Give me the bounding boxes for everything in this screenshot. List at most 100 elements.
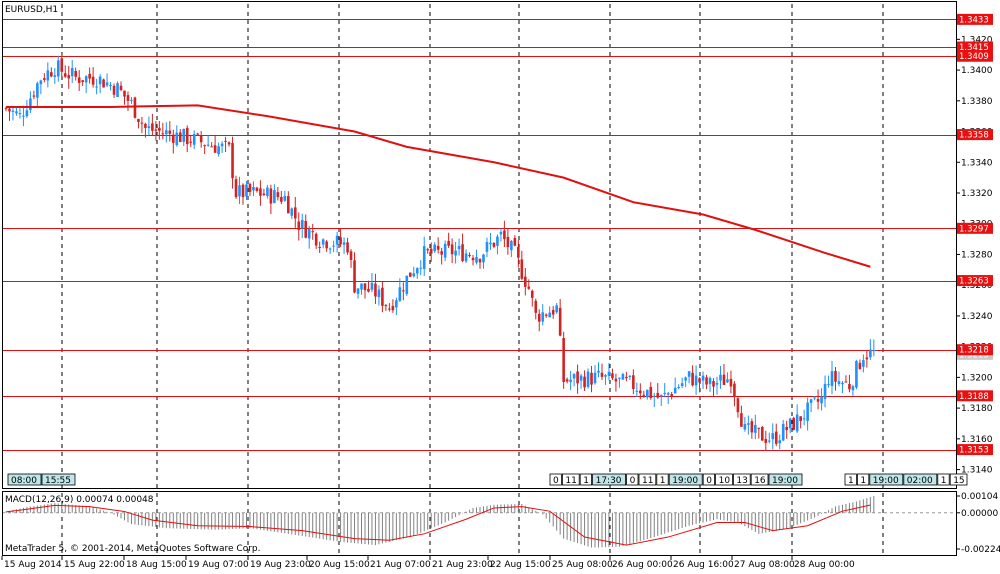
candle-body [429,248,433,254]
period-label-box[interactable] [549,473,562,486]
candle-body [231,143,234,179]
candle-body [213,145,217,153]
period-label-box[interactable] [844,473,857,486]
candle-body [649,386,653,398]
level-price-tag: 1.3433 [959,15,989,25]
candle-body [196,133,199,135]
period-label-box[interactable] [562,473,580,486]
candle-body [569,379,572,382]
candle-body [307,228,311,239]
candle-body [147,126,151,128]
symbol-label: EURUSD,H1 [5,5,58,15]
candle-body [234,179,238,198]
candle-body [199,135,203,143]
time-tick-label: 15 Aug 2014 [4,560,62,570]
candle-body [666,393,670,395]
candle-body [46,70,50,81]
candle-body [353,260,356,293]
period-label-box[interactable] [656,473,669,486]
time-tick-label: 22 Aug 15:00 [490,560,551,570]
period-label: 1 [583,476,589,486]
candle-body [381,287,384,306]
candle-body [154,129,158,131]
period-label-box[interactable] [579,473,593,486]
candle-body [189,141,193,143]
candle-body [607,371,611,376]
level-price-tag: 1.3188 [959,392,989,402]
candle-body [475,257,478,263]
candle-body [809,399,813,403]
price-tick-label: 1.3420 [961,35,993,45]
candle-body [841,382,844,385]
candle-body [788,418,792,429]
candle-body [461,244,464,261]
candle-body [715,382,719,385]
period-label-box[interactable] [949,473,968,486]
candle-body [625,376,628,379]
candle-body [677,386,680,388]
candle-body [259,188,262,196]
period-label-box[interactable] [733,473,751,486]
candle-body [182,128,186,142]
level-price-tag-bg [957,444,993,456]
candle-body [534,300,538,313]
period-label-box[interactable] [768,473,803,486]
candle-body [687,371,691,377]
candle-body [645,389,649,398]
period-label: 17:30 [596,476,622,486]
period-label-box[interactable] [7,473,42,486]
candle-body [701,375,705,381]
level-price-tag-bg [957,129,993,141]
candle-body [705,377,708,385]
period-label-box[interactable] [668,473,703,486]
period-label-box[interactable] [592,473,626,486]
candle-body [733,383,736,397]
candle-body [572,374,576,379]
candle-body [628,375,632,377]
price-tick-label: 1.3380 [961,97,993,107]
candle-body [227,142,231,145]
candle-body [321,239,325,245]
period-label-box[interactable] [857,473,870,486]
candle-body [761,426,764,441]
candle-body [391,305,395,311]
macd-indicator [2,496,956,548]
candle-body [109,85,112,87]
candle-body [792,417,795,430]
candle-body [754,424,757,433]
candle-body [77,77,81,84]
period-label-box[interactable] [702,473,716,486]
candle-body [266,187,269,197]
candle-body [426,249,430,251]
candle-body [541,312,545,322]
candle-body [747,423,750,425]
horizontal-levels[interactable] [2,19,956,451]
period-label-box[interactable] [903,473,938,486]
candle-body [53,75,57,77]
period-label-box[interactable] [750,473,769,486]
candle-body [537,313,541,322]
candle-body [133,97,137,118]
period-label-box[interactable] [41,473,76,486]
period-label: 0 [706,476,712,486]
period-label-box[interactable] [638,473,657,486]
candle-body [586,371,590,387]
period-label-box[interactable] [869,473,904,486]
candle-body [499,232,503,235]
candle-body [471,257,475,261]
candle-body [11,110,15,112]
candle-body [126,95,130,101]
candle-body [276,192,280,198]
candle-body [332,245,335,247]
level-price-tag-bg [957,50,993,62]
level-price-tag: 1.3153 [959,446,989,456]
period-label-box[interactable] [937,473,950,486]
candle-body [834,370,837,382]
candle-body [848,383,851,390]
period-label-box[interactable] [715,473,733,486]
period-label: 0 [553,476,559,486]
level-price-tag-bg [957,41,993,53]
period-label-box[interactable] [626,473,639,486]
